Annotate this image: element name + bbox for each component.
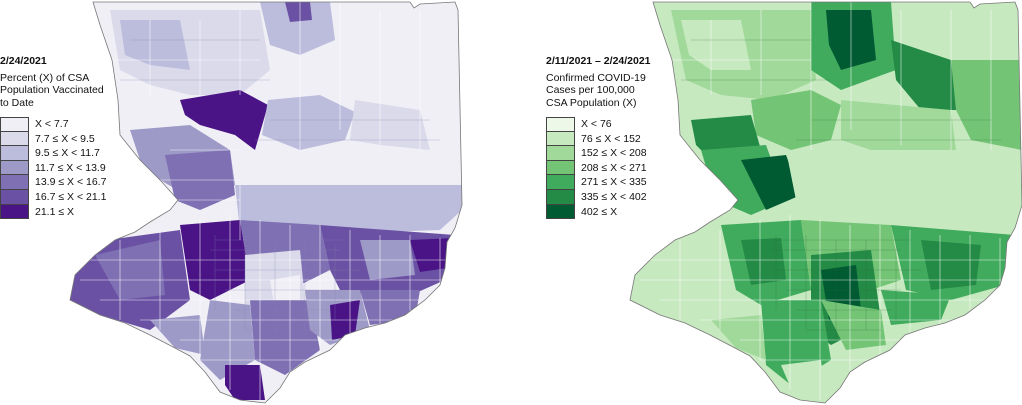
legend-label: 152 ≤ X < 208 (581, 147, 647, 160)
legend-label: 16.7 ≤ X < 21.1 (35, 191, 107, 204)
cases-choropleth-map (629, 1, 1022, 404)
cases-legend: 2/11/2021 – 2/24/2021 Confirmed COVID-19… (546, 55, 686, 220)
cases-map-date: 2/11/2021 – 2/24/2021 (546, 55, 651, 67)
legend-swatch (0, 160, 29, 176)
vaccination-legend: 2/24/2021 Percent (X) of CSA Population … (0, 55, 125, 220)
legend-item: 16.7 ≤ X < 21.1 (0, 189, 125, 205)
legend-item: 271 ≤ X < 335 (546, 175, 686, 190)
legend-item: 11.7 ≤ X < 13.9 (0, 160, 125, 176)
cases-legend-rows: X < 76 76 ≤ X < 152 152 ≤ X < 208 208 ≤ X <… (546, 117, 686, 220)
legend-label: 335 ≤ X < 402 (581, 191, 647, 204)
legend-swatch (0, 189, 29, 205)
legend-item: 335 ≤ X < 402 (546, 189, 686, 205)
legend-swatch (546, 175, 575, 190)
legend-item: 152 ≤ X < 208 (546, 146, 686, 161)
legend-label: 9.5 ≤ X < 11.7 (35, 147, 100, 160)
legend-swatch (546, 204, 575, 220)
vaccination-map-date: 2/24/2021 (0, 55, 47, 67)
legend-swatch (546, 160, 575, 176)
legend-item: 21.1 ≤ X (0, 204, 125, 220)
vaccination-map-subtitle: Percent (X) of CSA Population Vaccinated… (0, 71, 104, 109)
legend-label: 402 ≤ X (581, 205, 618, 218)
legend-item: 13.9 ≤ X < 16.7 (0, 175, 125, 190)
cases-map-panel: 2/11/2021 – 2/24/2021 Confirmed COVID-19… (511, 0, 1022, 405)
cases-map-subtitle: Confirmed COVID-19 Cases per 100,000 CSA… (546, 71, 646, 109)
vaccination-legend-rows: X < 7.7 7.7 ≤ X < 9.5 9.5 ≤ X < 11.7 11.7 ≤… (0, 117, 125, 220)
legend-label: X < 76 (581, 118, 612, 131)
legend-label: 21.1 ≤ X (35, 205, 75, 218)
legend-item: 7.7 ≤ X < 9.5 (0, 131, 125, 147)
legend-swatch (0, 146, 29, 161)
legend-item: 402 ≤ X (546, 204, 686, 220)
legend-label: X < 7.7 (35, 118, 69, 131)
vaccination-map-panel: 2/24/2021 Percent (X) of CSA Population … (0, 1, 463, 404)
vaccination-choropleth-map (69, 1, 463, 404)
legend-item: 76 ≤ X < 152 (546, 131, 686, 147)
legend-swatch (546, 117, 575, 132)
legend-swatch (0, 204, 29, 220)
legend-swatch (546, 146, 575, 161)
legend-label: 13.9 ≤ X < 16.7 (35, 176, 107, 189)
legend-label: 271 ≤ X < 335 (581, 176, 647, 189)
legend-swatch (0, 175, 29, 190)
legend-label: 7.7 ≤ X < 9.5 (35, 132, 95, 145)
legend-item: X < 76 (546, 117, 686, 132)
legend-label: 76 ≤ X < 152 (581, 132, 641, 145)
legend-item: 9.5 ≤ X < 11.7 (0, 146, 125, 161)
legend-swatch (546, 189, 575, 205)
legend-item: X < 7.7 (0, 117, 125, 132)
legend-swatch (0, 131, 29, 147)
legend-label: 208 ≤ X < 271 (581, 161, 647, 174)
legend-label: 11.7 ≤ X < 13.9 (35, 161, 106, 174)
legend-swatch (546, 131, 575, 147)
legend-swatch (0, 117, 29, 132)
legend-item: 208 ≤ X < 271 (546, 160, 686, 176)
